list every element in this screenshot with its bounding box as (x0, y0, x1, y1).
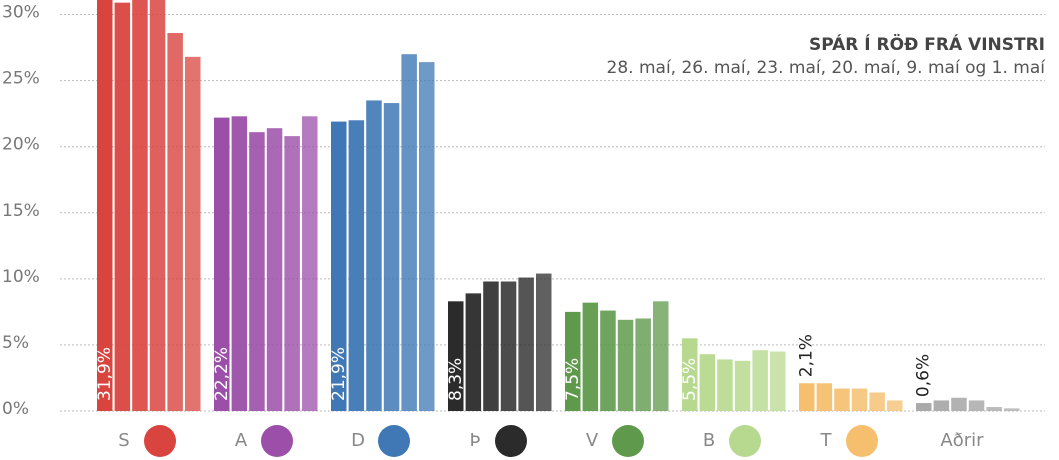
bar (682, 338, 698, 411)
chart-subtitle: 28. maí, 26. maí, 23. maí, 20. maí, 9. m… (607, 58, 1047, 78)
value-label: 2,1% (797, 334, 817, 377)
bar (419, 62, 435, 411)
bar (348, 120, 365, 412)
y-tick-label: 0% (2, 399, 29, 419)
y-tick-label: 10% (2, 267, 40, 287)
bar (617, 319, 634, 411)
bar (149, 0, 166, 411)
bar (816, 383, 833, 411)
bar (851, 388, 868, 411)
bar (717, 359, 733, 411)
bar (97, 0, 113, 412)
x-tick-label: D (351, 430, 365, 451)
chart-title: SPÁR Í RÖÐ FRÁ VINSTRI (809, 33, 1045, 55)
bars: 31,9% S 22,2% A 21,9% D 8,3% Þ 7,5% V 5,5% B 2,1% T 0,… (95, 0, 1020, 457)
bar (834, 388, 850, 411)
bar (752, 350, 768, 411)
bar (635, 318, 651, 411)
bar (249, 132, 265, 411)
bar (231, 116, 248, 411)
value-label: 0,6% (914, 354, 934, 397)
bar (401, 54, 417, 411)
bar (986, 407, 1002, 411)
y-tick-label: 20% (2, 135, 40, 155)
bar (933, 400, 950, 411)
bar (1004, 408, 1020, 411)
bar (302, 116, 318, 411)
bar (916, 403, 932, 411)
bar (266, 128, 283, 412)
bar (770, 351, 786, 411)
bar (483, 281, 499, 411)
bar (284, 136, 300, 412)
bar (214, 117, 230, 411)
bar (565, 311, 581, 411)
party-logo (495, 425, 527, 457)
bar (887, 400, 903, 411)
bar (366, 100, 382, 411)
bar (653, 301, 669, 411)
bar (869, 392, 885, 411)
y-tick-label: 5% (2, 333, 29, 353)
bar (185, 56, 201, 412)
bar (734, 360, 751, 411)
y-tick-label: 15% (2, 201, 40, 221)
y-tick-label: 25% (2, 69, 40, 89)
bar (536, 273, 552, 411)
party-logo (846, 425, 878, 457)
x-tick-label: V (586, 430, 599, 451)
bar (600, 310, 616, 411)
bar (799, 383, 815, 411)
value-label: 7,5% (563, 358, 583, 401)
value-label: 8,3% (446, 358, 466, 401)
bar (518, 277, 534, 411)
bar (582, 302, 599, 411)
party-logo (378, 425, 410, 457)
party-logo (261, 425, 293, 457)
x-tick-label: Þ (470, 430, 481, 451)
bar (383, 103, 400, 411)
x-tick-label: A (235, 430, 248, 451)
bar (448, 301, 464, 411)
x-tick-label: B (703, 430, 715, 451)
bar (465, 293, 482, 411)
bar (500, 281, 517, 411)
party-logo (729, 425, 761, 457)
y-tick-label: 30% (2, 3, 40, 23)
bar (167, 33, 183, 412)
bar (132, 0, 148, 411)
value-label: 5,5% (680, 358, 700, 401)
bar (331, 121, 347, 411)
bar (114, 2, 131, 411)
x-tick-label: S (118, 430, 129, 451)
value-label: 31,9% (95, 347, 115, 401)
party-logo (144, 425, 176, 457)
party-logo (612, 425, 644, 457)
bar (968, 400, 985, 411)
x-tick-label: T (820, 430, 833, 451)
value-label: 22,2% (212, 347, 232, 401)
x-tick-label: Aðrir (940, 430, 984, 451)
bar (951, 397, 967, 411)
value-label: 21,9% (329, 347, 349, 401)
bar (699, 354, 716, 411)
